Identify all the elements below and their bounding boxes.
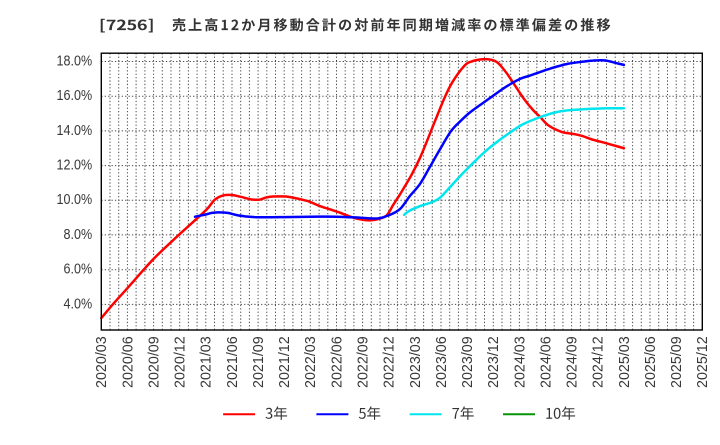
svg-text:2022/12: 2022/12 [382, 336, 398, 388]
svg-text:2020/12: 2020/12 [173, 336, 189, 388]
svg-text:2022/06: 2022/06 [329, 336, 345, 388]
svg-text:2020/06: 2020/06 [120, 336, 136, 388]
svg-text:16.0%: 16.0% [57, 87, 93, 103]
svg-text:2020/03: 2020/03 [94, 336, 110, 388]
svg-text:2024/12: 2024/12 [591, 336, 607, 388]
svg-text:2021/12: 2021/12 [277, 336, 293, 388]
svg-text:8.0%: 8.0% [64, 226, 93, 242]
svg-text:2025/03: 2025/03 [617, 336, 633, 388]
svg-text:12.0%: 12.0% [57, 157, 93, 173]
svg-text:2024/06: 2024/06 [538, 336, 554, 388]
svg-text:2021/09: 2021/09 [251, 336, 267, 388]
svg-text:2025/06: 2025/06 [643, 336, 659, 388]
svg-text:2023/06: 2023/06 [434, 336, 450, 388]
svg-text:2020/09: 2020/09 [147, 336, 163, 388]
svg-text:2024/03: 2024/03 [512, 336, 528, 388]
svg-text:2023/09: 2023/09 [460, 336, 476, 388]
svg-text:2021/03: 2021/03 [199, 336, 215, 388]
svg-text:18.0%: 18.0% [57, 53, 93, 69]
svg-text:2022/03: 2022/03 [303, 336, 319, 388]
svg-text:14.0%: 14.0% [57, 122, 93, 138]
svg-text:2023/03: 2023/03 [408, 336, 424, 388]
svg-text:4.0%: 4.0% [64, 296, 93, 312]
svg-text:6.0%: 6.0% [64, 261, 93, 277]
svg-text:2021/06: 2021/06 [225, 336, 241, 388]
svg-text:2023/12: 2023/12 [486, 336, 502, 388]
svg-text:2025/12: 2025/12 [695, 336, 711, 388]
svg-text:10.0%: 10.0% [57, 191, 93, 207]
svg-text:2025/09: 2025/09 [669, 336, 685, 388]
svg-text:2022/09: 2022/09 [356, 336, 372, 388]
svg-text:2024/09: 2024/09 [565, 336, 581, 388]
